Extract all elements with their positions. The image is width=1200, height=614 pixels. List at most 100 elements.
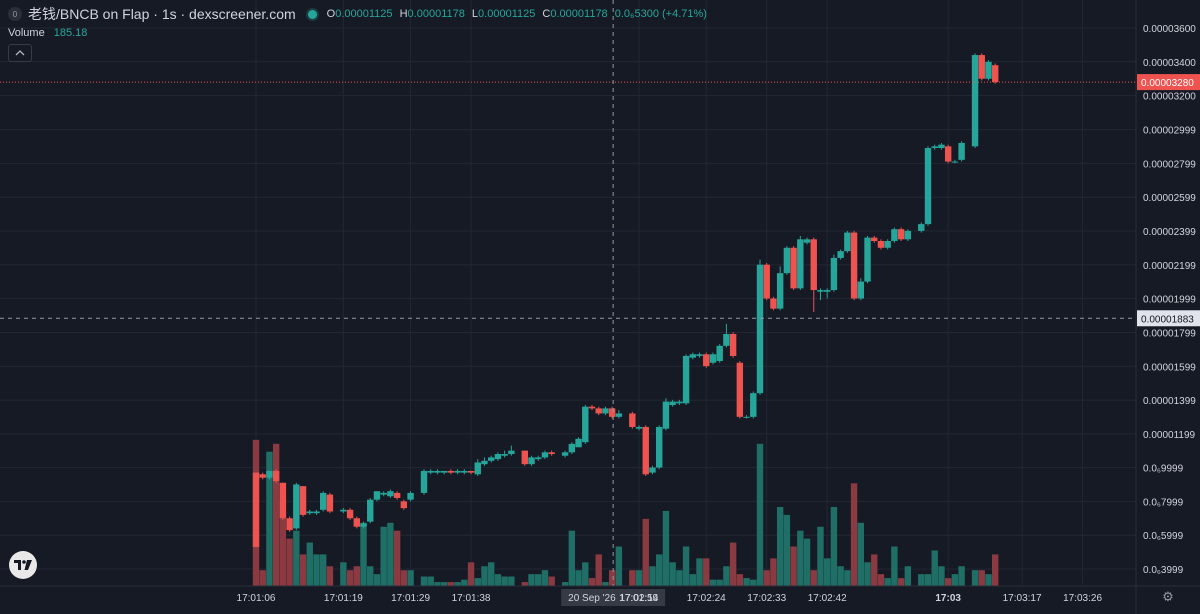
candle-body — [575, 438, 582, 448]
low-value: 0.00001125 — [478, 8, 536, 20]
volume-bar — [918, 574, 925, 586]
candle-body — [729, 333, 737, 356]
volume-bar — [850, 483, 858, 586]
volume-bar — [561, 582, 569, 586]
price-tick-label: 0.00001199 — [1143, 430, 1196, 441]
pair-token-icon: 0 — [8, 7, 22, 21]
volume-bar — [723, 566, 730, 586]
volume-bar — [736, 574, 744, 586]
volume-bar — [924, 574, 932, 586]
volume-bar — [353, 566, 360, 586]
candle-body — [488, 457, 495, 461]
candle-body — [326, 494, 334, 512]
volume-bar — [454, 582, 461, 586]
volume-bar — [689, 574, 696, 586]
volume-bar — [857, 522, 864, 586]
price-tick-label: 0.00002199 — [1143, 261, 1196, 272]
candle-body — [521, 450, 528, 465]
volume-bar — [528, 574, 535, 586]
volume-bar — [904, 566, 912, 586]
volume-bars — [252, 439, 999, 586]
volume-bar — [837, 566, 844, 586]
time-tick-label: 17:01:19 — [324, 593, 363, 604]
candle-body — [635, 426, 643, 429]
candle-body — [897, 229, 905, 240]
volume-bar — [803, 538, 811, 586]
time-tick-label: 17:02:14 — [620, 593, 659, 604]
price-tick-label: 0.0₆9999 — [1143, 464, 1184, 475]
volume-bar — [373, 574, 381, 586]
time-tick-label: 17:03:26 — [1063, 593, 1102, 604]
volume-bar — [938, 566, 945, 586]
volume-bar — [756, 443, 764, 586]
price-tick-label: 0.00001799 — [1143, 328, 1196, 339]
price-tick-label: 0.0₆3999 — [1143, 565, 1184, 576]
volume-bar — [682, 546, 690, 586]
volume-bar — [656, 554, 663, 586]
candle-body — [420, 470, 428, 493]
volume-bar — [824, 558, 831, 586]
volume-bar — [669, 562, 676, 586]
candle-body — [824, 290, 831, 292]
volume-bar — [776, 507, 784, 586]
candle-body — [535, 457, 542, 460]
volume-bar — [474, 578, 481, 586]
volume-bar — [393, 530, 401, 586]
gear-icon[interactable]: ⚙ — [1162, 589, 1174, 604]
candle-body — [649, 467, 656, 473]
volume-bar — [346, 570, 354, 586]
candle-body — [736, 362, 744, 417]
volume-bar — [951, 574, 959, 586]
volume-bar — [461, 579, 468, 586]
candle-body — [656, 426, 663, 468]
volume-bar — [508, 576, 515, 586]
candle-body — [387, 491, 394, 497]
volume-bar — [642, 518, 649, 586]
candles — [252, 53, 999, 548]
time-tick-label: 17:03 — [935, 593, 961, 604]
candle-body — [528, 457, 535, 465]
price-tick-label: 0.00003200 — [1143, 92, 1196, 103]
candle-body — [259, 474, 266, 478]
tradingview-logo-icon[interactable] — [9, 551, 37, 579]
candle-body — [561, 452, 569, 456]
candle-body — [971, 55, 979, 147]
candle-body — [582, 406, 589, 443]
candle-body — [756, 264, 764, 394]
volume-bar — [387, 522, 394, 586]
candle-body — [407, 492, 414, 500]
price-tick-label: 0.00002399 — [1143, 227, 1196, 238]
candle-body — [447, 470, 455, 473]
volume-bar — [978, 570, 985, 586]
candle-body — [763, 264, 770, 299]
crosshair-time-box — [561, 589, 666, 606]
volume-bar — [568, 530, 576, 586]
candle-body — [360, 523, 367, 527]
volume-bar — [340, 562, 347, 586]
volume-bar — [877, 574, 885, 586]
volume-bar — [420, 576, 428, 586]
candle-body — [400, 501, 408, 509]
time-tick-label: 17:02:42 — [808, 593, 847, 604]
candle-body — [723, 333, 730, 346]
volume-value: 185.18 — [53, 27, 88, 39]
candle-body — [891, 229, 898, 242]
candle-body — [306, 511, 313, 514]
time-tick-label: 17:01:06 — [237, 593, 276, 604]
volume-legend: Volume 185.18 — [8, 27, 87, 39]
collapse-legend-button[interactable] — [8, 44, 32, 62]
price-tick-label: 0.0₆5999 — [1143, 531, 1184, 542]
candle-body — [272, 470, 280, 482]
time-tick-label: 17:02:24 — [687, 593, 726, 604]
candle-body — [669, 401, 676, 405]
candle-body — [340, 509, 347, 512]
price-tick-label: 0.00001599 — [1143, 362, 1196, 373]
candle-body — [837, 251, 844, 258]
candle-body — [985, 61, 992, 79]
candle-body — [367, 499, 374, 522]
volume-bar — [608, 570, 616, 586]
candle-body — [548, 452, 555, 455]
candle-body — [857, 281, 864, 299]
